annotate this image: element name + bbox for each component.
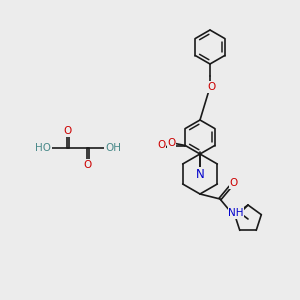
Text: O: O [230,178,238,188]
Text: NH: NH [228,208,244,218]
Text: OH: OH [105,143,121,153]
Text: O: O [167,139,176,148]
Text: N: N [196,167,204,181]
Text: O: O [64,126,72,136]
Text: O: O [157,140,165,151]
Text: HO: HO [35,143,51,153]
Text: O: O [84,160,92,170]
Text: O: O [207,82,215,92]
